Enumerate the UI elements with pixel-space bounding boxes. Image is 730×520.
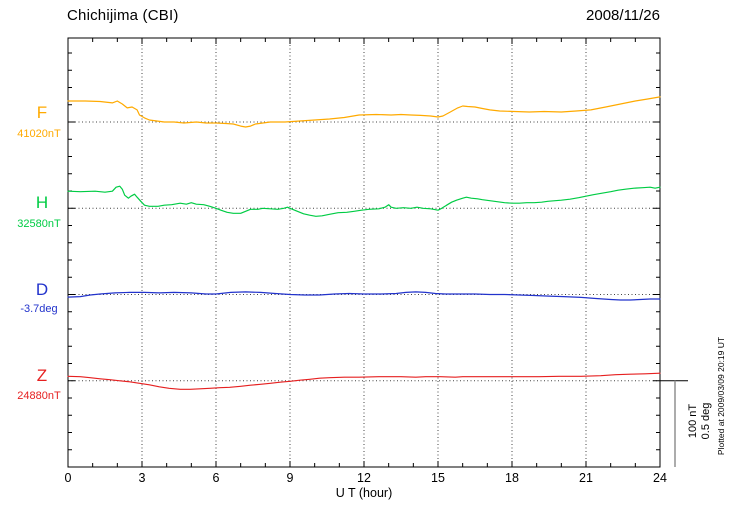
series-label-z: Z — [36, 366, 48, 385]
page-title: Chichijima (CBI) — [67, 7, 179, 24]
x-tick-label-12: 12 — [357, 471, 371, 485]
series-label-h: H — [35, 193, 49, 212]
x-tick-label-3: 3 — [139, 471, 146, 485]
x-axis-label: U T (hour) — [335, 486, 393, 500]
plotted-at-timestamp: Plotted at 2009/03/09 20:19 UT — [716, 336, 726, 456]
trace-Z — [67, 372, 661, 390]
trace-F — [67, 96, 661, 128]
series-label-f: F — [36, 103, 48, 122]
scale-bar-deg-label: 0.5 deg — [700, 402, 712, 440]
series-baseline-h: 32580nT — [17, 218, 61, 230]
trace-H — [67, 185, 661, 217]
trace-D — [67, 291, 661, 301]
x-tick-label-0: 0 — [65, 471, 72, 485]
scale-bar-label: 100 nT 0.5 deg — [687, 403, 713, 440]
x-tick-label-24: 24 — [653, 471, 667, 485]
series-baseline-d: -3.7deg — [20, 303, 58, 315]
series-label-d: D — [35, 280, 49, 299]
x-tick-label-21: 21 — [579, 471, 593, 485]
series-baseline-z: 24880nT — [17, 390, 61, 402]
x-tick-label-9: 9 — [287, 471, 294, 485]
x-tick-label-15: 15 — [431, 471, 445, 485]
scale-bar-nt-label: 100 nT — [686, 403, 699, 439]
observation-date: 2008/11/26 — [586, 7, 660, 24]
x-tick-label-6: 6 — [213, 471, 220, 485]
x-tick-label-18: 18 — [505, 471, 519, 485]
series-baseline-f: 41020nT — [17, 128, 61, 140]
